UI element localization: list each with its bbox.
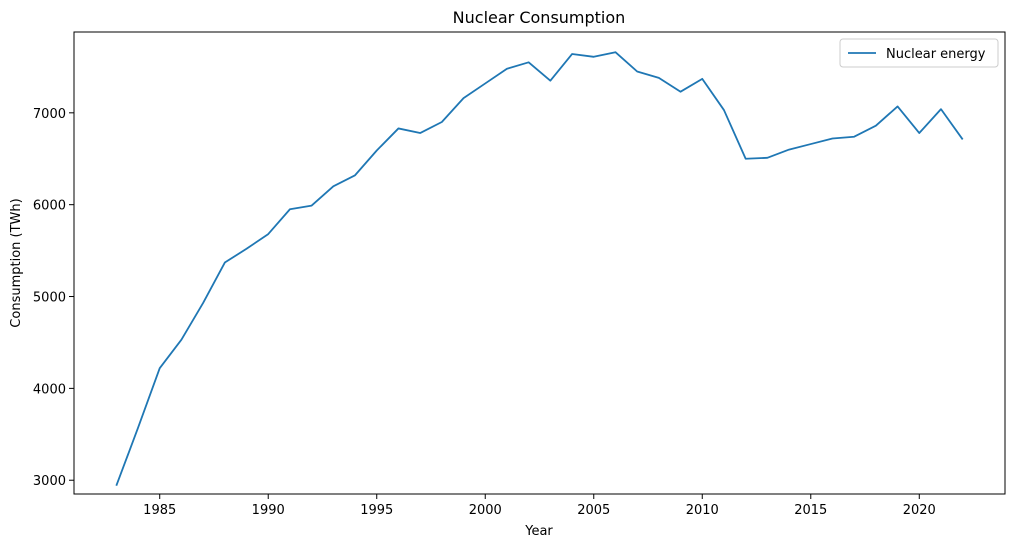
y-tick-label: 4000 bbox=[33, 382, 66, 397]
x-tick-label: 2005 bbox=[577, 503, 610, 518]
y-tick-label: 5000 bbox=[33, 291, 66, 306]
x-tick-label: 1985 bbox=[143, 503, 176, 518]
y-axis-label: Consumption (TWh) bbox=[9, 198, 24, 327]
x-tick-label: 2010 bbox=[686, 503, 719, 518]
x-axis: 1985 1990 1995 2000 2005 2010 2015 2020 bbox=[143, 494, 936, 518]
y-axis: 3000 4000 5000 6000 7000 bbox=[33, 107, 74, 489]
y-tick-label: 6000 bbox=[33, 199, 66, 214]
x-tick-label: 1990 bbox=[252, 503, 285, 518]
series-line-nuclear-energy bbox=[115, 51, 964, 487]
y-tick-label: 3000 bbox=[33, 474, 66, 489]
x-tick-label: 1995 bbox=[360, 503, 393, 518]
plot-area: 1985 1990 1995 2000 2005 2010 2015 2020 3000 400… bbox=[33, 31, 1006, 518]
x-tick-label: 2015 bbox=[794, 503, 827, 518]
legend: Nuclear energy bbox=[839, 38, 999, 68]
x-tick-label: 2000 bbox=[469, 503, 502, 518]
legend-box bbox=[839, 38, 999, 68]
x-tick-label: 2020 bbox=[903, 503, 936, 518]
x-axis-label: Year bbox=[524, 524, 553, 539]
chart-title: Nuclear Consumption bbox=[453, 8, 626, 27]
legend-label: Nuclear energy bbox=[886, 47, 986, 62]
y-tick-label: 7000 bbox=[33, 107, 66, 122]
plot-frame bbox=[73, 31, 1006, 495]
